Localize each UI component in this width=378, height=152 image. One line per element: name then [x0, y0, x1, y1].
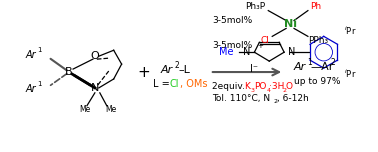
- Text: Me: Me: [219, 47, 234, 57]
- Text: PO: PO: [254, 82, 267, 91]
- Text: Ni: Ni: [284, 19, 297, 29]
- Text: Cl: Cl: [261, 36, 270, 45]
- Text: Me: Me: [79, 105, 91, 114]
- Text: 2: 2: [174, 61, 179, 70]
- Text: 4: 4: [266, 88, 270, 93]
- Text: Ph: Ph: [310, 2, 321, 11]
- Text: ·3H: ·3H: [269, 82, 285, 91]
- Text: Ar: Ar: [294, 62, 306, 72]
- Text: 2: 2: [282, 88, 286, 93]
- Text: 3-5mol%: 3-5mol%: [212, 41, 252, 50]
- Text: 2: 2: [273, 99, 277, 104]
- Text: N: N: [91, 83, 99, 93]
- Text: —Ar: —Ar: [311, 62, 334, 72]
- Text: 1: 1: [307, 58, 312, 67]
- Text: –L: –L: [178, 65, 190, 75]
- Text: 2: 2: [331, 58, 335, 67]
- Text: Ar: Ar: [25, 50, 36, 60]
- Text: I⁻: I⁻: [250, 64, 259, 74]
- Text: 1: 1: [37, 81, 42, 87]
- Text: N: N: [288, 47, 296, 57]
- Text: B: B: [65, 67, 73, 77]
- Text: Cl: Cl: [169, 79, 179, 89]
- Text: Ph₃P: Ph₃P: [245, 2, 265, 11]
- Text: Ar: Ar: [160, 65, 172, 75]
- Text: +: +: [257, 43, 263, 49]
- Text: 3: 3: [251, 88, 254, 93]
- Text: 1: 1: [37, 47, 42, 53]
- Text: PPh₃: PPh₃: [308, 36, 328, 45]
- Text: $^i$Pr: $^i$Pr: [344, 68, 356, 80]
- Text: N: N: [243, 47, 251, 57]
- Text: up to 97%: up to 97%: [294, 78, 341, 86]
- Text: Tol. 110°C, N: Tol. 110°C, N: [212, 94, 270, 103]
- Text: , OMs: , OMs: [180, 79, 208, 89]
- Text: O: O: [90, 51, 99, 61]
- Text: 2equiv.: 2equiv.: [212, 82, 248, 91]
- Text: , 6-12h: , 6-12h: [277, 94, 309, 103]
- Text: +: +: [137, 65, 150, 79]
- Text: O: O: [285, 82, 292, 91]
- Text: K: K: [245, 82, 250, 91]
- Text: Me: Me: [105, 105, 116, 114]
- Text: Ar: Ar: [25, 84, 36, 94]
- Text: 3-5mol%: 3-5mol%: [212, 16, 252, 25]
- Text: L =: L =: [153, 79, 173, 89]
- Text: $^i$Pr: $^i$Pr: [344, 24, 356, 37]
